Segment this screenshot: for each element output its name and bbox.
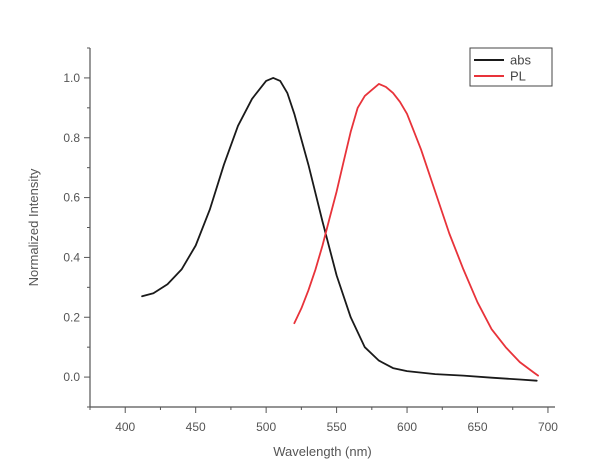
x-tick-label: 400: [115, 420, 135, 434]
x-axis-label: Wavelength (nm): [273, 444, 372, 459]
series-line-pl: [293, 83, 539, 377]
x-tick-label: 550: [327, 420, 347, 434]
x-tick-label: 500: [256, 420, 276, 434]
axes: [89, 48, 555, 408]
legend-box: [469, 47, 553, 87]
y-tick-label: 0.4: [63, 250, 80, 264]
y-tick-label: 0.0: [63, 370, 80, 384]
y-tick-label: 0.6: [63, 191, 80, 205]
x-tick-label: 450: [186, 420, 206, 434]
x-tick-label: 600: [397, 420, 417, 434]
series-lines: [141, 77, 539, 382]
series-line-abs: [141, 77, 538, 382]
ticks: 400 450 500 550 600 650 700 0.0 0.2 0.4 0.6 0.8 1.0: [63, 47, 558, 434]
legend-label-pl: PL: [510, 69, 526, 84]
x-tick-label: 700: [538, 420, 558, 434]
y-axis-label: Normalized Intensity: [26, 168, 41, 286]
x-tick-label: 650: [467, 420, 487, 434]
y-tick-label: 1.0: [63, 71, 80, 85]
legend-label-abs: abs: [510, 53, 531, 68]
y-tick-label: 0.2: [63, 310, 80, 324]
y-tick-label: 0.8: [63, 131, 80, 145]
